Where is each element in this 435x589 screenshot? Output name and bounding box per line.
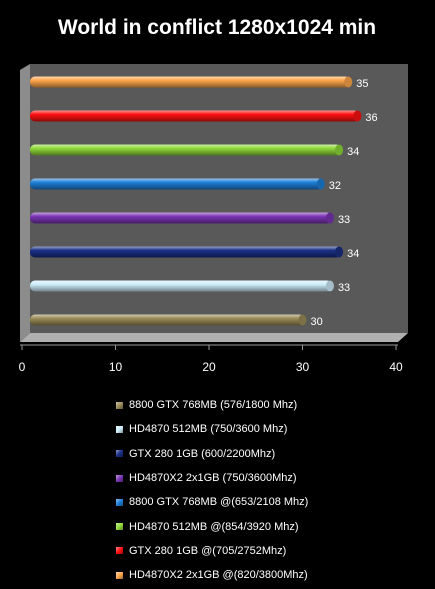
bar — [30, 110, 360, 122]
data-label: 33 — [338, 214, 350, 226]
data-label: 32 — [329, 180, 341, 192]
legend-item: 8800 GTX 768MB (576/1800 Mhz) — [116, 393, 426, 417]
bar — [30, 246, 342, 258]
legend-label: GTX 280 1GB @(705/2752Mhz) — [129, 544, 287, 557]
bar-end-cap — [298, 314, 307, 326]
legend-swatch — [116, 474, 123, 482]
x-axis-ticks: 0 10 20 30 40 — [19, 345, 403, 374]
x-tick-label: 30 — [296, 360, 310, 374]
x-tick-label: 40 — [389, 360, 403, 374]
legend-label: 8800 GTX 768MB (576/1800 Mhz) — [129, 399, 298, 412]
bar-end-cap — [325, 280, 334, 292]
legend-item: 8800 GTX 768MB @(653/2108 Mhz) — [116, 490, 426, 514]
legend-label: HD4870X2 2x1GB @(820/3800Mhz) — [129, 569, 308, 582]
legend-swatch — [116, 547, 123, 555]
plot-floor — [20, 333, 408, 342]
legend-label: HD4870 512MB @(854/3920 Mhz) — [129, 520, 299, 533]
x-tick-label: 10 — [109, 360, 123, 374]
legend-swatch — [116, 401, 123, 409]
legend-item: HD4870X2 2x1GB @(820/3800Mhz) — [116, 563, 426, 587]
bar — [30, 144, 342, 156]
legend: 8800 GTX 768MB (576/1800 Mhz) HD4870 512M… — [116, 393, 426, 587]
legend-swatch — [116, 523, 123, 531]
bar-end-cap — [325, 212, 334, 224]
bar-end-cap — [344, 76, 353, 88]
bar-end-cap — [353, 110, 362, 122]
bar — [30, 76, 351, 88]
data-label: 30 — [311, 316, 323, 328]
bar — [30, 212, 332, 224]
legend-item: GTX 280 1GB (600/2200Mhz) — [116, 442, 426, 466]
legend-swatch — [116, 498, 123, 506]
data-label: 34 — [347, 248, 359, 260]
legend-item: HD4870 512MB @(854/3920 Mhz) — [116, 514, 426, 538]
legend-item: GTX 280 1GB @(705/2752Mhz) — [116, 539, 426, 563]
legend-label: GTX 280 1GB (600/2200Mhz) — [129, 447, 276, 460]
plot-side-wall — [20, 64, 30, 342]
legend-label: 8800 GTX 768MB @(653/2108 Mhz) — [129, 496, 309, 509]
data-label: 33 — [338, 282, 350, 294]
x-tick-label: 20 — [202, 360, 216, 374]
legend-label: HD4870X2 2x1GB (750/3600Mhz) — [129, 472, 297, 485]
legend-item: HD4870X2 2x1GB (750/3600Mhz) — [116, 466, 426, 490]
chart-title: World in conflict 1280x1024 min — [58, 16, 376, 39]
bar-end-cap — [335, 144, 344, 156]
legend-label: HD4870 512MB (750/3600 Mhz) — [129, 423, 288, 436]
bar — [30, 314, 305, 326]
bars: 30 33 34 33 32 34 36 35 — [30, 76, 378, 328]
legend-swatch — [116, 450, 123, 458]
bar-end-cap — [335, 246, 344, 258]
legend-swatch — [116, 425, 123, 433]
x-tick-label: 0 — [19, 360, 26, 374]
bar — [30, 280, 332, 292]
plot-area — [20, 64, 408, 342]
data-label: 35 — [356, 78, 368, 90]
legend-item: HD4870 512MB (750/3600 Mhz) — [116, 417, 426, 441]
bar-end-cap — [316, 178, 325, 190]
plot-back-wall — [30, 64, 408, 333]
data-label: 34 — [347, 146, 359, 158]
data-label: 36 — [365, 112, 377, 124]
bar — [30, 178, 323, 190]
legend-swatch — [116, 571, 123, 579]
